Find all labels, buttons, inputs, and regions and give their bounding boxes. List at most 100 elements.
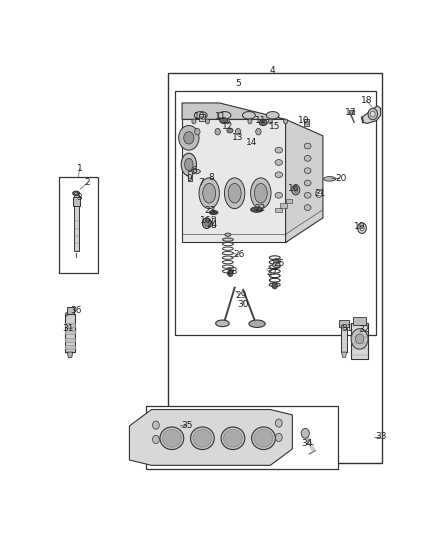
- Circle shape: [341, 325, 344, 328]
- Bar: [175, 91, 375, 335]
- Circle shape: [357, 223, 366, 233]
- Circle shape: [192, 119, 196, 124]
- Text: 10: 10: [194, 111, 206, 120]
- Polygon shape: [67, 352, 73, 358]
- Bar: [65, 314, 75, 352]
- Bar: [65, 323, 75, 327]
- Polygon shape: [286, 119, 323, 243]
- Polygon shape: [342, 352, 346, 358]
- Ellipse shape: [74, 192, 78, 194]
- Ellipse shape: [191, 169, 200, 174]
- Bar: [74, 195, 78, 251]
- Circle shape: [227, 270, 233, 277]
- Circle shape: [235, 128, 241, 135]
- Polygon shape: [130, 409, 293, 465]
- Ellipse shape: [199, 178, 219, 208]
- Ellipse shape: [254, 430, 273, 447]
- Bar: [212, 217, 215, 227]
- Bar: [65, 345, 75, 349]
- Circle shape: [356, 334, 364, 344]
- Bar: [339, 320, 349, 327]
- Bar: [353, 317, 366, 325]
- Polygon shape: [182, 103, 286, 119]
- Circle shape: [215, 128, 220, 135]
- Circle shape: [316, 190, 322, 197]
- Circle shape: [368, 108, 378, 120]
- Circle shape: [283, 119, 288, 124]
- Circle shape: [371, 111, 375, 117]
- Bar: [286, 199, 292, 204]
- Circle shape: [248, 119, 252, 124]
- Text: 31: 31: [63, 324, 74, 333]
- Bar: [276, 207, 282, 212]
- Ellipse shape: [224, 430, 242, 447]
- Ellipse shape: [160, 427, 184, 449]
- Ellipse shape: [251, 427, 276, 449]
- Ellipse shape: [251, 207, 263, 212]
- Bar: [65, 338, 75, 342]
- Text: 15: 15: [269, 122, 280, 131]
- Ellipse shape: [304, 180, 311, 186]
- Circle shape: [301, 429, 309, 438]
- Ellipse shape: [227, 128, 233, 133]
- Text: 11: 11: [255, 116, 267, 125]
- Ellipse shape: [266, 111, 279, 119]
- Text: 25: 25: [273, 260, 284, 268]
- Ellipse shape: [249, 320, 265, 327]
- Text: 2: 2: [85, 179, 90, 188]
- Circle shape: [152, 435, 159, 443]
- Bar: [59, 177, 98, 273]
- Ellipse shape: [215, 320, 229, 327]
- Circle shape: [256, 128, 261, 135]
- Text: 1: 1: [77, 164, 82, 173]
- Ellipse shape: [304, 205, 311, 211]
- Text: 3: 3: [76, 193, 82, 202]
- Ellipse shape: [304, 168, 311, 174]
- Ellipse shape: [275, 192, 283, 198]
- Text: 11: 11: [215, 111, 227, 120]
- Circle shape: [360, 225, 364, 231]
- Ellipse shape: [304, 143, 311, 149]
- Circle shape: [294, 188, 298, 192]
- Text: 10: 10: [298, 116, 309, 125]
- Text: 14: 14: [246, 138, 257, 147]
- Bar: [67, 307, 74, 314]
- Ellipse shape: [223, 238, 233, 241]
- Bar: [280, 204, 286, 207]
- Text: 5: 5: [235, 79, 241, 88]
- Ellipse shape: [209, 211, 218, 215]
- Text: 35: 35: [181, 421, 193, 430]
- Circle shape: [152, 421, 159, 429]
- Text: 28: 28: [226, 267, 238, 276]
- Text: 13: 13: [232, 133, 244, 142]
- Ellipse shape: [259, 120, 267, 125]
- Ellipse shape: [193, 430, 212, 447]
- Ellipse shape: [275, 159, 283, 165]
- Text: 36: 36: [70, 306, 81, 314]
- Bar: [146, 406, 338, 470]
- Circle shape: [205, 220, 209, 226]
- Circle shape: [268, 119, 272, 124]
- Ellipse shape: [275, 147, 283, 153]
- Bar: [188, 172, 191, 181]
- Ellipse shape: [203, 183, 215, 203]
- Text: 22: 22: [254, 204, 266, 213]
- Text: 27: 27: [266, 268, 278, 277]
- Text: 6: 6: [191, 166, 197, 175]
- Circle shape: [292, 185, 300, 195]
- Bar: [73, 197, 80, 206]
- Text: 32: 32: [358, 325, 369, 334]
- Polygon shape: [362, 106, 381, 124]
- Text: 31: 31: [341, 324, 353, 333]
- Bar: [201, 116, 204, 119]
- Text: 20: 20: [335, 174, 346, 183]
- Text: 8: 8: [208, 173, 215, 182]
- Text: 17: 17: [345, 108, 357, 117]
- Bar: [305, 120, 308, 124]
- Circle shape: [202, 218, 211, 229]
- Ellipse shape: [220, 118, 228, 124]
- Circle shape: [179, 126, 199, 150]
- Text: 19: 19: [354, 222, 365, 231]
- Text: 24: 24: [206, 220, 217, 229]
- Ellipse shape: [251, 178, 271, 208]
